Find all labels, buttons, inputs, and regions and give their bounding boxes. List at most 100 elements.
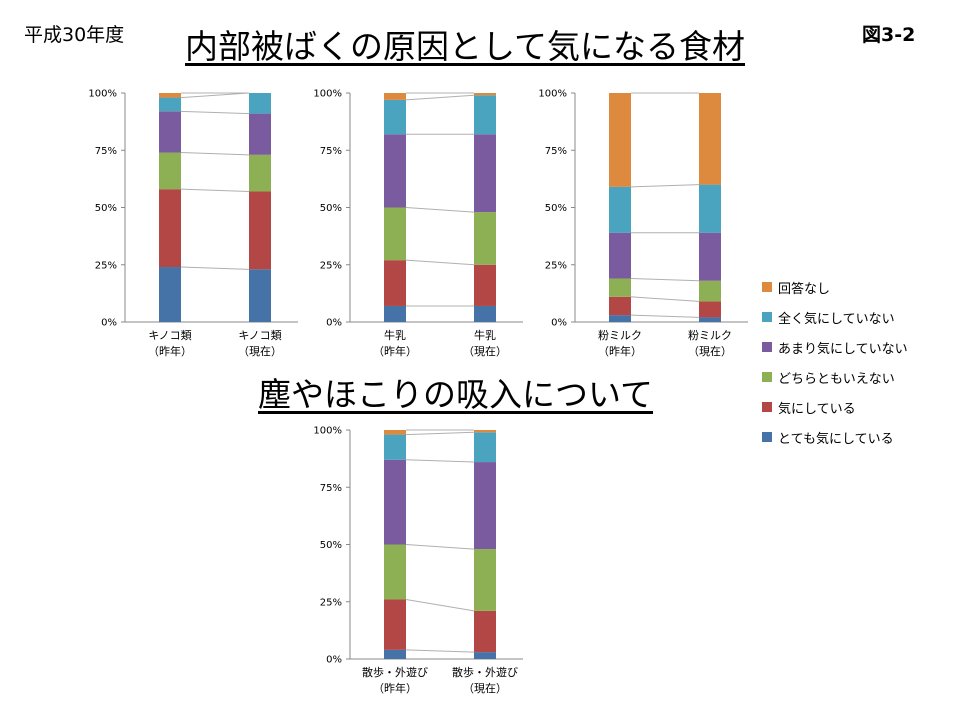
y-tick-label: 25% — [320, 260, 342, 271]
bar-segment — [384, 434, 406, 460]
y-tick-label: 25% — [545, 260, 567, 271]
bar-segment — [474, 93, 496, 96]
y-tick-label: 75% — [320, 483, 342, 494]
bar-segment — [384, 305, 406, 322]
bar-segment — [384, 93, 406, 100]
series-line — [405, 544, 475, 550]
legend-item: どちらともいえない — [762, 362, 908, 392]
y-tick-label: 100% — [88, 89, 117, 100]
series-line — [630, 184, 700, 188]
bar-segment — [384, 599, 406, 650]
series-line — [180, 110, 250, 115]
bar-segment — [159, 152, 181, 190]
category-label: （昨年） — [373, 344, 417, 358]
series-line — [180, 152, 250, 156]
slide-title: 内部被ばくの原因として気になる食材 — [185, 27, 746, 66]
y-tick-label: 75% — [95, 146, 117, 157]
bar-segment — [474, 95, 496, 135]
category-label: （昨年） — [598, 344, 642, 358]
y-tick-label: 25% — [95, 260, 117, 271]
y-tick-label: 100% — [313, 89, 342, 100]
series-line — [180, 188, 250, 192]
chart-milk: 0% 25% 50% 75% 100% 牛乳 （昨年） 牛乳 （現在） — [313, 89, 523, 358]
bar-segment — [159, 111, 181, 153]
series-line — [630, 314, 700, 318]
bar-segment — [384, 544, 406, 600]
bar-segment — [249, 269, 271, 322]
y-tick-label: 0% — [326, 318, 342, 329]
legend-label: どちらともいえない — [778, 371, 895, 387]
bar-segment — [474, 134, 496, 213]
series-line — [630, 296, 700, 302]
legend-item: 気にしている — [762, 392, 908, 422]
bar-segment — [249, 154, 271, 192]
chart-outdoor: 0% 25% 50% 75% 100% 散歩・外遊び （昨年） 散歩・外遊び （現在） — [313, 426, 523, 695]
bar-segment — [609, 186, 631, 233]
legend-label: 回答なし — [778, 281, 831, 297]
chart-legend: 回答なし 全く気にしていない あまり気にしていない どちらともいえない 気にして… — [762, 272, 908, 452]
category-label: 散歩・外遊び — [452, 665, 518, 679]
y-tick-label: 0% — [101, 318, 117, 329]
legend-item: あまり気にしていない — [762, 332, 908, 362]
category-label: （昨年） — [148, 344, 192, 358]
series-line — [405, 94, 475, 101]
category-label: （現在） — [463, 682, 507, 695]
figure-number: 図3-2 — [862, 24, 916, 46]
bar-segment — [384, 649, 406, 659]
y-tick-label: 0% — [326, 655, 342, 666]
y-tick-label: 75% — [545, 146, 567, 157]
bar-segment — [159, 267, 181, 322]
section-title: 塵やほこりの吸入について — [258, 375, 654, 414]
bar-segment — [249, 191, 271, 270]
legend-item: とても気にしている — [762, 422, 908, 452]
category-label: 粉ミルク — [598, 329, 642, 342]
bar-segment — [384, 459, 406, 545]
legend-swatch — [762, 282, 772, 292]
bar-segment — [474, 462, 496, 550]
y-tick-label: 100% — [313, 426, 342, 437]
bar-segment — [474, 652, 496, 659]
category-label: （現在） — [463, 345, 507, 358]
legend-label: 気にしている — [778, 401, 856, 417]
category-label: （現在） — [688, 345, 732, 358]
category-label: （現在） — [238, 345, 282, 358]
bar-segment — [609, 232, 631, 279]
bar-segment — [609, 93, 631, 187]
bar-segment — [159, 93, 181, 98]
bar-segment — [474, 432, 496, 463]
legend-item: 回答なし — [762, 272, 908, 302]
bar-segment — [609, 315, 631, 322]
series-line — [405, 207, 475, 213]
bar-segment — [474, 549, 496, 611]
y-tick-label: 50% — [545, 203, 567, 214]
bar-segment — [609, 296, 631, 316]
bar-segment — [609, 278, 631, 297]
category-label: 牛乳 — [384, 328, 406, 342]
year-label: 平成30年度 — [24, 24, 125, 46]
y-tick-label: 75% — [320, 146, 342, 157]
legend-label: 全く気にしていない — [778, 311, 895, 327]
legend-swatch — [762, 432, 772, 442]
series-line — [405, 649, 475, 653]
legend-swatch — [762, 342, 772, 352]
bar-segment — [159, 189, 181, 268]
y-tick-label: 0% — [551, 318, 567, 329]
bar-segment — [699, 317, 721, 322]
bar-segment — [474, 430, 496, 433]
y-tick-label: 50% — [320, 540, 342, 551]
bar-segment — [699, 280, 721, 302]
category-label: 粉ミルク — [688, 329, 732, 342]
bar-segment — [384, 430, 406, 435]
bar-segment — [474, 610, 496, 653]
legend-label: あまり気にしていない — [778, 341, 908, 357]
legend-swatch — [762, 312, 772, 322]
bar-segment — [474, 264, 496, 306]
bar-segment — [474, 305, 496, 322]
series-line — [180, 92, 250, 99]
bar-segment — [384, 207, 406, 261]
bar-segment — [249, 93, 271, 114]
bar-segment — [699, 232, 721, 281]
legend-label: とても気にしている — [778, 431, 894, 447]
chart-formula: 0% 25% 50% 75% 100% 粉ミルク （昨年） 粉ミルク （現在） — [538, 89, 748, 358]
series-line — [405, 259, 475, 266]
